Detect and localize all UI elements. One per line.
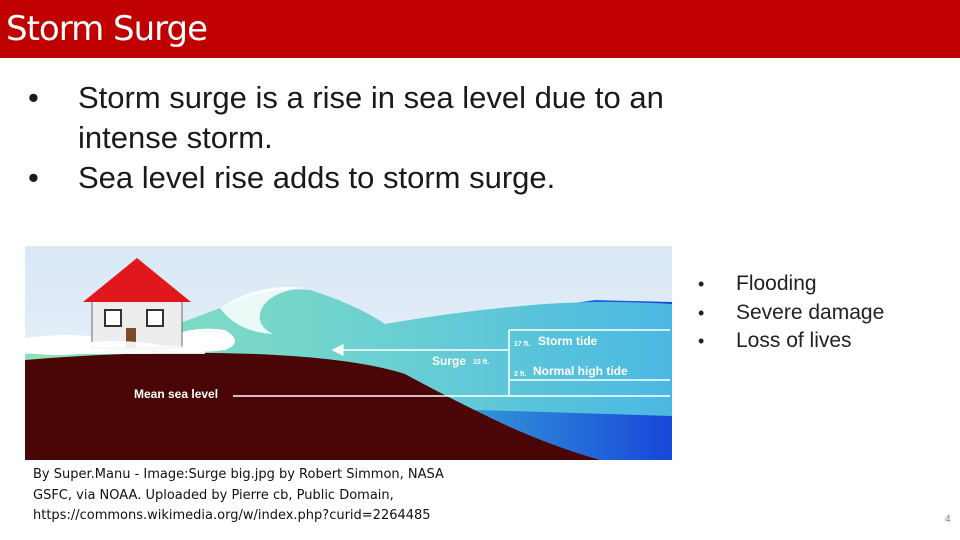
credit-line: By Super.Manu - Image:Surge big.jpg by R…	[33, 467, 444, 482]
normal-tide-label: Normal high tide	[533, 364, 628, 378]
effects-bullet-list: Flooding Severe damage Loss of lives	[698, 270, 884, 356]
effect-item: Flooding	[698, 270, 884, 299]
effect-item: Severe damage	[698, 299, 884, 328]
surge-label: Surge	[432, 354, 466, 368]
main-bullet-list: Storm surge is a rise in sea level due t…	[28, 78, 708, 198]
credit-line: https://commons.wikimedia.org/w/index.ph…	[33, 508, 431, 523]
house	[83, 258, 191, 349]
bullet-item: Storm surge is a rise in sea level due t…	[28, 78, 708, 158]
surge-value: 15 ft.	[473, 359, 489, 366]
land	[25, 352, 600, 460]
title-bar	[0, 0, 960, 58]
credit-line: GSFC, via NOAA. Uploaded by Pierre cb, P…	[33, 487, 394, 503]
mean-sea-level-label: Mean sea level	[134, 387, 218, 401]
slide-title: Storm Surge	[6, 9, 208, 49]
page-number: 4	[945, 514, 951, 525]
storm-surge-diagram: 17 ft. Storm tide Surge 15 ft. 2 ft. Nor…	[25, 246, 672, 460]
storm-tide-label: Storm tide	[538, 334, 598, 348]
bullet-item: Sea level rise adds to storm surge.	[28, 158, 708, 198]
storm-tide-value: 17 ft.	[514, 341, 530, 348]
wave-crest	[220, 286, 305, 334]
normal-tide-value: 2 ft.	[514, 371, 527, 378]
foam	[75, 341, 205, 354]
image-credit: By Super.Manu - Image:Surge big.jpg by R…	[33, 465, 503, 527]
effect-item: Loss of lives	[698, 327, 884, 356]
